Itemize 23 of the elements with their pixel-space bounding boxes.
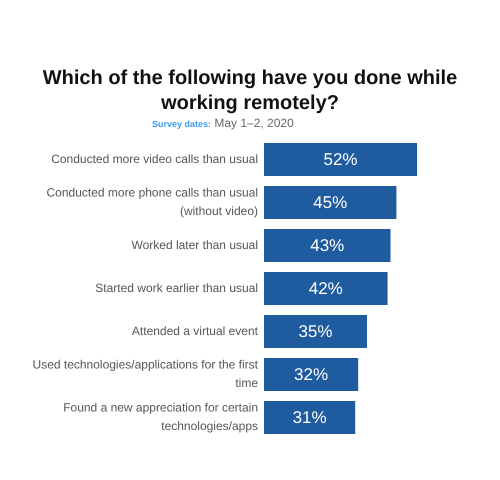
bar — [264, 358, 358, 392]
y-tick-label: Started work earlier than usual — [95, 280, 258, 295]
data-label: 42% — [308, 279, 343, 298]
bar — [264, 400, 356, 434]
bar — [264, 228, 391, 262]
y-tick-label: Conducted more video calls than usual — [51, 152, 258, 166]
y-tick-label: Attended a virtual event — [132, 324, 259, 338]
chart-title: Which of the following have you done while working remotely? — [42, 66, 458, 116]
y-tick-label: Used technologies/applications for the first time — [32, 358, 259, 390]
bar — [264, 272, 388, 306]
bar — [264, 314, 367, 348]
bar — [264, 142, 417, 176]
bar — [264, 186, 396, 220]
y-tick-label: Worked later than usual — [131, 238, 258, 252]
y-tick-label: Conducted more phone calls than usual (without video) — [46, 186, 258, 218]
data-label: 35% — [298, 322, 333, 342]
data-label: 52% — [323, 150, 358, 170]
data-label: 43% — [310, 236, 344, 256]
y-tick-label: Found a new appreciation for certain technologies/apps — [63, 400, 258, 434]
data-label: 31% — [292, 408, 327, 428]
data-label: 32% — [294, 365, 328, 384]
data-label: 45% — [313, 193, 348, 212]
chart-subtitle: Survey dates: May 1–2, 2020 — [152, 116, 294, 130]
